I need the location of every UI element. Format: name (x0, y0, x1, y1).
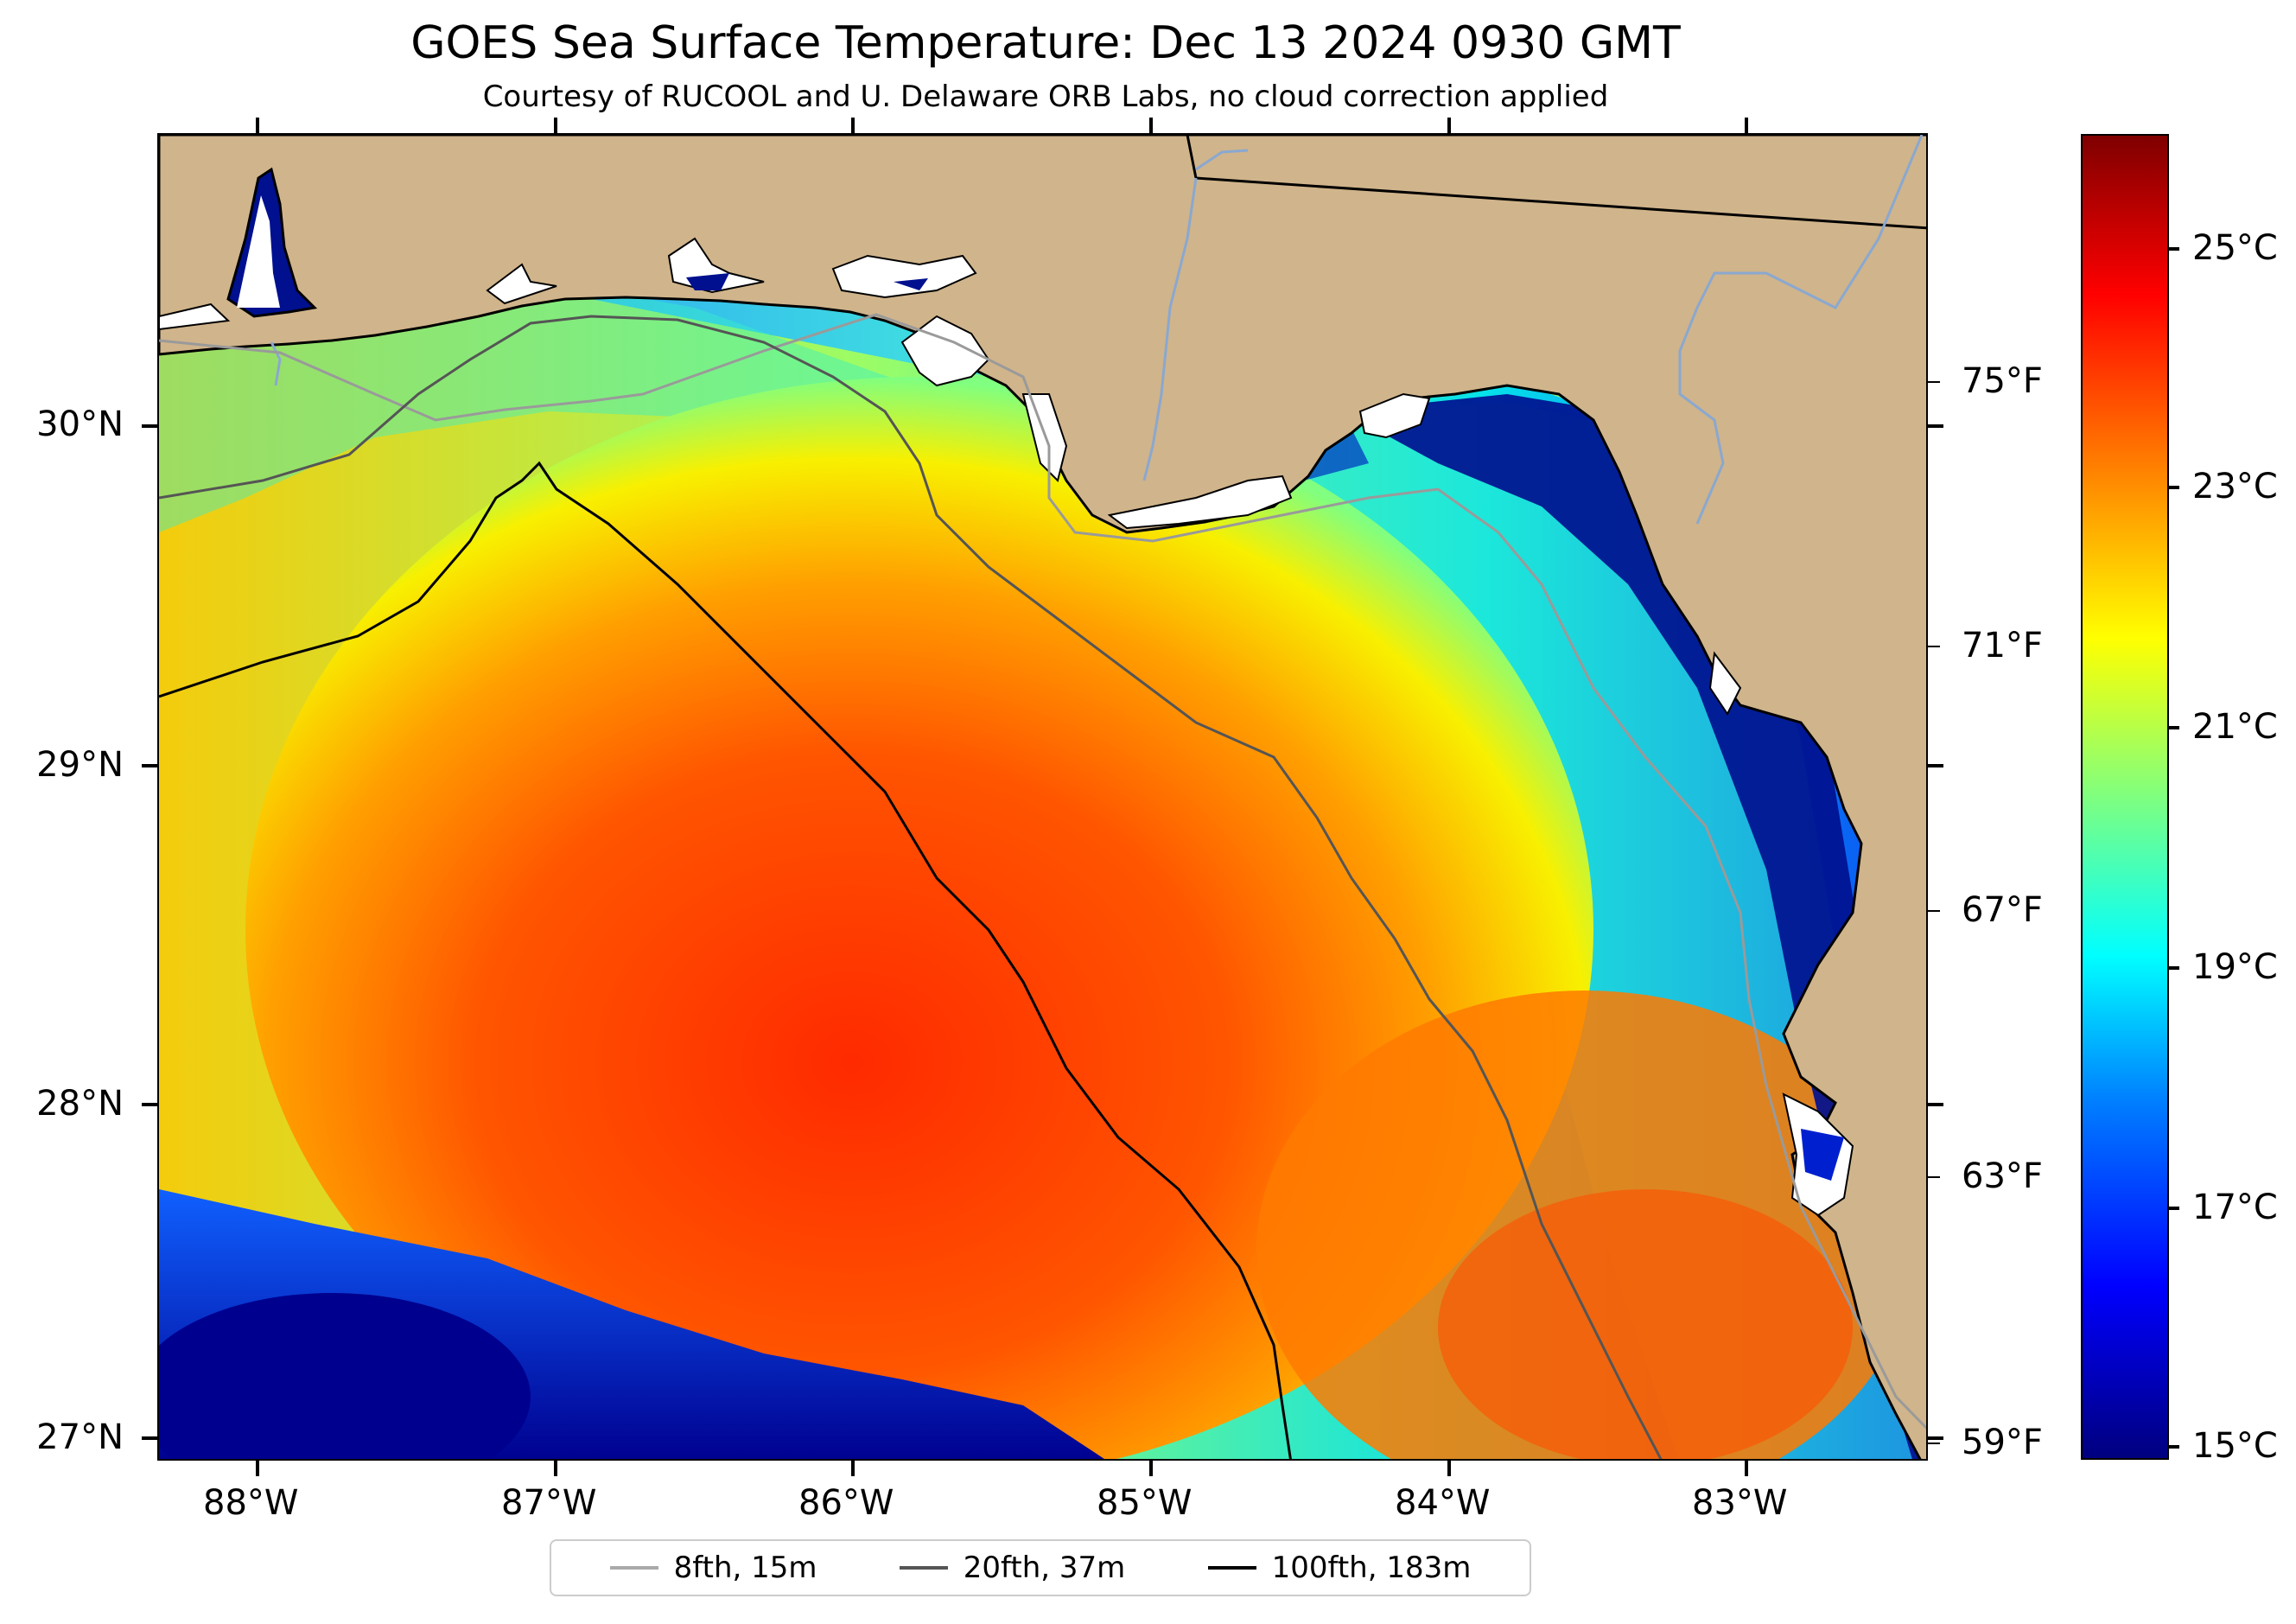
map-subtitle: Courtesy of RUCOOL and U. Delaware ORB L… (482, 80, 1609, 114)
legend-item-8fth: 8fth, 15m (609, 1551, 817, 1585)
colorbar-celsius-label: 21°C (2192, 707, 2278, 747)
colorbar (2081, 134, 2169, 1460)
lon-tick-label: 83°W (1692, 1483, 1788, 1523)
legend-label: 100fth, 183m (1271, 1551, 1472, 1585)
land-mass (159, 135, 1926, 1459)
lon-tick-label: 84°W (1395, 1483, 1491, 1523)
contour-100fth (159, 461, 1292, 1459)
lon-tick-label: 85°W (1097, 1483, 1193, 1523)
lon-tick-label: 88°W (203, 1483, 299, 1523)
colorbar-celsius-label: 15°C (2192, 1426, 2278, 1466)
legend-item-100fth: 100fth, 183m (1207, 1551, 1472, 1585)
bathymetry-contours (159, 313, 1926, 1459)
contour-legend: 8fth, 15m 20fth, 37m 100fth, 183m (550, 1539, 1531, 1596)
lon-tick-label: 87°W (501, 1483, 597, 1523)
lat-tick-label: 30°N (36, 404, 124, 444)
colorbar-celsius-label: 19°C (2192, 947, 2278, 987)
colorbar-fahrenheit-label: 75°F (1962, 361, 2043, 401)
lon-tick-label: 86°W (798, 1483, 894, 1523)
colorbar-celsius-label: 25°C (2192, 228, 2278, 268)
lat-tick-label: 28°N (36, 1084, 124, 1124)
contour-8fth (159, 313, 1926, 1430)
legend-label: 20fth, 37m (963, 1551, 1126, 1585)
lat-tick-label: 29°N (36, 745, 124, 785)
legend-line-20fth (899, 1566, 948, 1570)
sst-map[interactable] (157, 133, 1928, 1461)
colorbar-fahrenheit-label: 67°F (1962, 890, 2043, 930)
colorbar-celsius-label: 23°C (2192, 467, 2278, 506)
colorbar-fahrenheit-label: 59°F (1962, 1423, 2043, 1462)
legend-item-20fth: 20fth, 37m (899, 1551, 1126, 1585)
colorbar-fahrenheit-label: 71°F (1962, 626, 2043, 666)
legend-line-100fth (1207, 1566, 1256, 1570)
colorbar-fahrenheit-label: 63°F (1962, 1156, 2043, 1196)
legend-line-8fth (609, 1566, 658, 1570)
contour-20fth (159, 315, 1663, 1459)
map-title: GOES Sea Surface Temperature: Dec 13 202… (410, 17, 1681, 69)
colorbar-celsius-label: 17°C (2192, 1188, 2278, 1227)
legend-label: 8fth, 15m (673, 1551, 817, 1585)
lat-tick-label: 27°N (36, 1417, 124, 1457)
